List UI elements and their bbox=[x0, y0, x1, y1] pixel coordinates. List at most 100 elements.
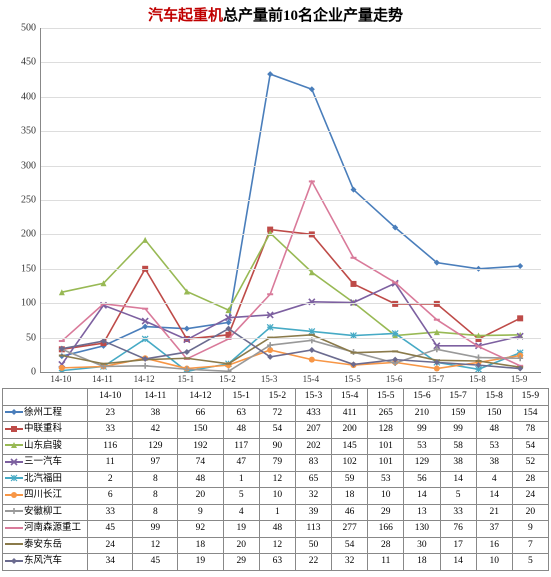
table-cell: 9 bbox=[178, 504, 223, 521]
series-name: 徐州工程 bbox=[24, 408, 62, 418]
table-cell: 18 bbox=[332, 488, 368, 505]
x-tick-label: 15-5 bbox=[344, 374, 361, 384]
table-cell: 14 bbox=[404, 488, 440, 505]
table-row: 河南森源重工459992194811327716613076379 bbox=[3, 521, 549, 538]
table-cell: 97 bbox=[133, 455, 178, 472]
table-cell: 54 bbox=[512, 438, 548, 455]
table-cell: 10 bbox=[368, 488, 404, 505]
table-cell: 33 bbox=[88, 504, 133, 521]
table-cell: 92 bbox=[178, 521, 223, 538]
table-cell: 19 bbox=[223, 521, 259, 538]
table-header-cell: 14-10 bbox=[88, 389, 133, 406]
table-cell: 38 bbox=[133, 405, 178, 422]
y-tick-label: 250 bbox=[21, 195, 36, 206]
title-highlight: 汽车起重机 bbox=[148, 8, 223, 24]
table-header-cell: 14-11 bbox=[133, 389, 178, 406]
table-cell: 265 bbox=[368, 405, 404, 422]
legend-marker bbox=[5, 539, 23, 549]
table-cell: 16 bbox=[476, 537, 512, 554]
x-tick-label: 15-1 bbox=[178, 374, 195, 384]
series-name: 山东启骏 bbox=[24, 441, 62, 451]
table-cell: 202 bbox=[295, 438, 331, 455]
table-cell: 66 bbox=[178, 405, 223, 422]
table-header-cell: 15-8 bbox=[476, 389, 512, 406]
table-cell: 4 bbox=[476, 471, 512, 488]
x-tick-label: 15-3 bbox=[261, 374, 278, 384]
data-table: 14-1014-1114-1215-115-215-315-415-515-61… bbox=[2, 388, 549, 571]
legend-marker bbox=[5, 424, 23, 434]
table-cell: 46 bbox=[332, 504, 368, 521]
table-cell: 18 bbox=[178, 537, 223, 554]
y-tick-label: 50 bbox=[26, 332, 36, 343]
table-cell: 29 bbox=[368, 504, 404, 521]
table-cell: 58 bbox=[440, 438, 476, 455]
table-cell: 150 bbox=[178, 422, 223, 439]
y-axis-labels: 050100150200250300350400450500 bbox=[0, 28, 38, 372]
table-cell: 38 bbox=[476, 455, 512, 472]
x-tick-label: 15-4 bbox=[303, 374, 320, 384]
table-cell: 116 bbox=[88, 438, 133, 455]
table-cell: 28 bbox=[512, 471, 548, 488]
table-cell: 52 bbox=[512, 455, 548, 472]
x-tick-label: 15-7 bbox=[428, 374, 445, 384]
y-tick-label: 0 bbox=[31, 367, 36, 378]
table-cell: 9 bbox=[512, 521, 548, 538]
x-tick-label: 15-8 bbox=[469, 374, 486, 384]
table-row: 山东启骏1161291921179020214510153585354 bbox=[3, 438, 549, 455]
x-axis-labels: 14-1014-1114-1215-115-215-315-415-515-61… bbox=[40, 374, 540, 388]
table-row: 北汽福田28481126559535614428 bbox=[3, 471, 549, 488]
legend-marker bbox=[5, 407, 23, 417]
table-cell: 200 bbox=[332, 422, 368, 439]
table-row: 三一汽车119774477983102101129383852 bbox=[3, 455, 549, 472]
table-cell: 28 bbox=[368, 537, 404, 554]
table-cell: 18 bbox=[404, 554, 440, 571]
table-cell: 74 bbox=[178, 455, 223, 472]
table-cell: 12 bbox=[259, 537, 295, 554]
table-header-cell: 15-4 bbox=[332, 389, 368, 406]
table-cell: 11 bbox=[368, 554, 404, 571]
table-cell: 47 bbox=[223, 455, 259, 472]
table-corner-cell bbox=[3, 389, 88, 406]
table-cell: 11 bbox=[88, 455, 133, 472]
x-tick-label: 15-2 bbox=[219, 374, 236, 384]
table-cell: 117 bbox=[223, 438, 259, 455]
series-legend-cell: 山东启骏 bbox=[3, 438, 88, 455]
table-cell: 5 bbox=[440, 488, 476, 505]
table-cell: 14 bbox=[440, 554, 476, 571]
series-legend-cell: 三一汽车 bbox=[3, 455, 88, 472]
table-cell: 129 bbox=[404, 455, 440, 472]
table-cell: 210 bbox=[404, 405, 440, 422]
table-cell: 99 bbox=[440, 422, 476, 439]
table-header-row: 14-1014-1114-1215-115-215-315-415-515-61… bbox=[3, 389, 549, 406]
table-cell: 76 bbox=[440, 521, 476, 538]
table-cell: 2 bbox=[88, 471, 133, 488]
y-tick-label: 300 bbox=[21, 160, 36, 171]
series-legend-cell: 徐州工程 bbox=[3, 405, 88, 422]
table-row: 四川长江68205103218101451424 bbox=[3, 488, 549, 505]
table-cell: 192 bbox=[178, 438, 223, 455]
table-cell: 21 bbox=[476, 504, 512, 521]
table-cell: 129 bbox=[133, 438, 178, 455]
table-cell: 48 bbox=[223, 422, 259, 439]
table-row: 东风汽车34451929632232111814105 bbox=[3, 554, 549, 571]
table-cell: 45 bbox=[88, 521, 133, 538]
table-cell: 22 bbox=[295, 554, 331, 571]
table-cell: 39 bbox=[295, 504, 331, 521]
table-cell: 23 bbox=[88, 405, 133, 422]
table-cell: 6 bbox=[88, 488, 133, 505]
legend-marker bbox=[5, 457, 23, 467]
x-tick-label: 15-9 bbox=[511, 374, 528, 384]
table-header-cell: 15-5 bbox=[368, 389, 404, 406]
x-tick-label: 14-11 bbox=[92, 374, 113, 384]
series-name: 东风汽车 bbox=[24, 556, 62, 566]
table-cell: 48 bbox=[476, 422, 512, 439]
series-legend-cell: 四川长江 bbox=[3, 488, 88, 505]
table-cell: 128 bbox=[368, 422, 404, 439]
table-cell: 12 bbox=[133, 537, 178, 554]
series-legend-cell: 中联重科 bbox=[3, 422, 88, 439]
series-legend-cell: 河南森源重工 bbox=[3, 521, 88, 538]
table-cell: 53 bbox=[476, 438, 512, 455]
table-cell: 53 bbox=[368, 471, 404, 488]
series-name: 安徽柳工 bbox=[24, 507, 62, 517]
table-cell: 13 bbox=[404, 504, 440, 521]
